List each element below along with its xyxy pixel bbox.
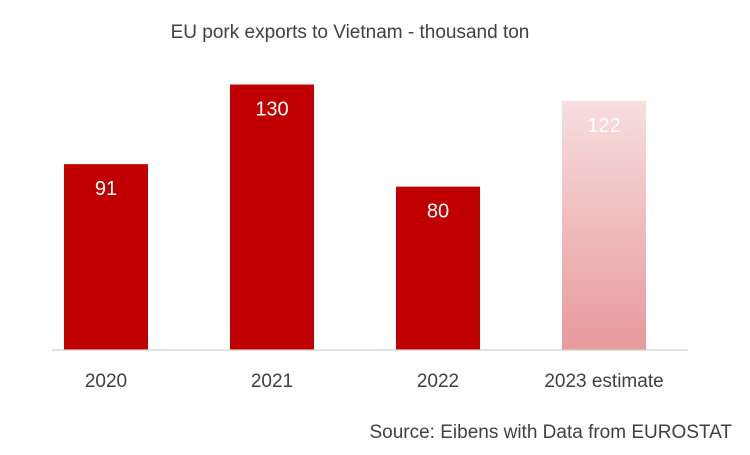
data-label: 80 [427,201,449,223]
x-tick-label: 2021 [251,371,293,392]
x-tick-label: 2023 estimate [544,371,663,392]
chart-title: EU pork exports to Vietnam - thousand to… [171,22,530,43]
bars-group: 91 130 80 122 [64,84,646,351]
bar-2021 [230,84,314,350]
bar-2022 [396,186,480,350]
data-label: 130 [255,99,288,121]
x-tick-label: 2022 [417,371,459,392]
bar-2020 [64,164,148,350]
source-note: Source: Eibens with Data from EUROSTAT [369,422,732,443]
x-tick-label: 2020 [85,371,127,392]
data-label: 91 [95,178,117,200]
bar-2023-estimate [562,100,646,351]
data-label: 122 [587,115,620,137]
x-tick-labels: 2020 2021 2022 2023 estimate [85,371,664,392]
